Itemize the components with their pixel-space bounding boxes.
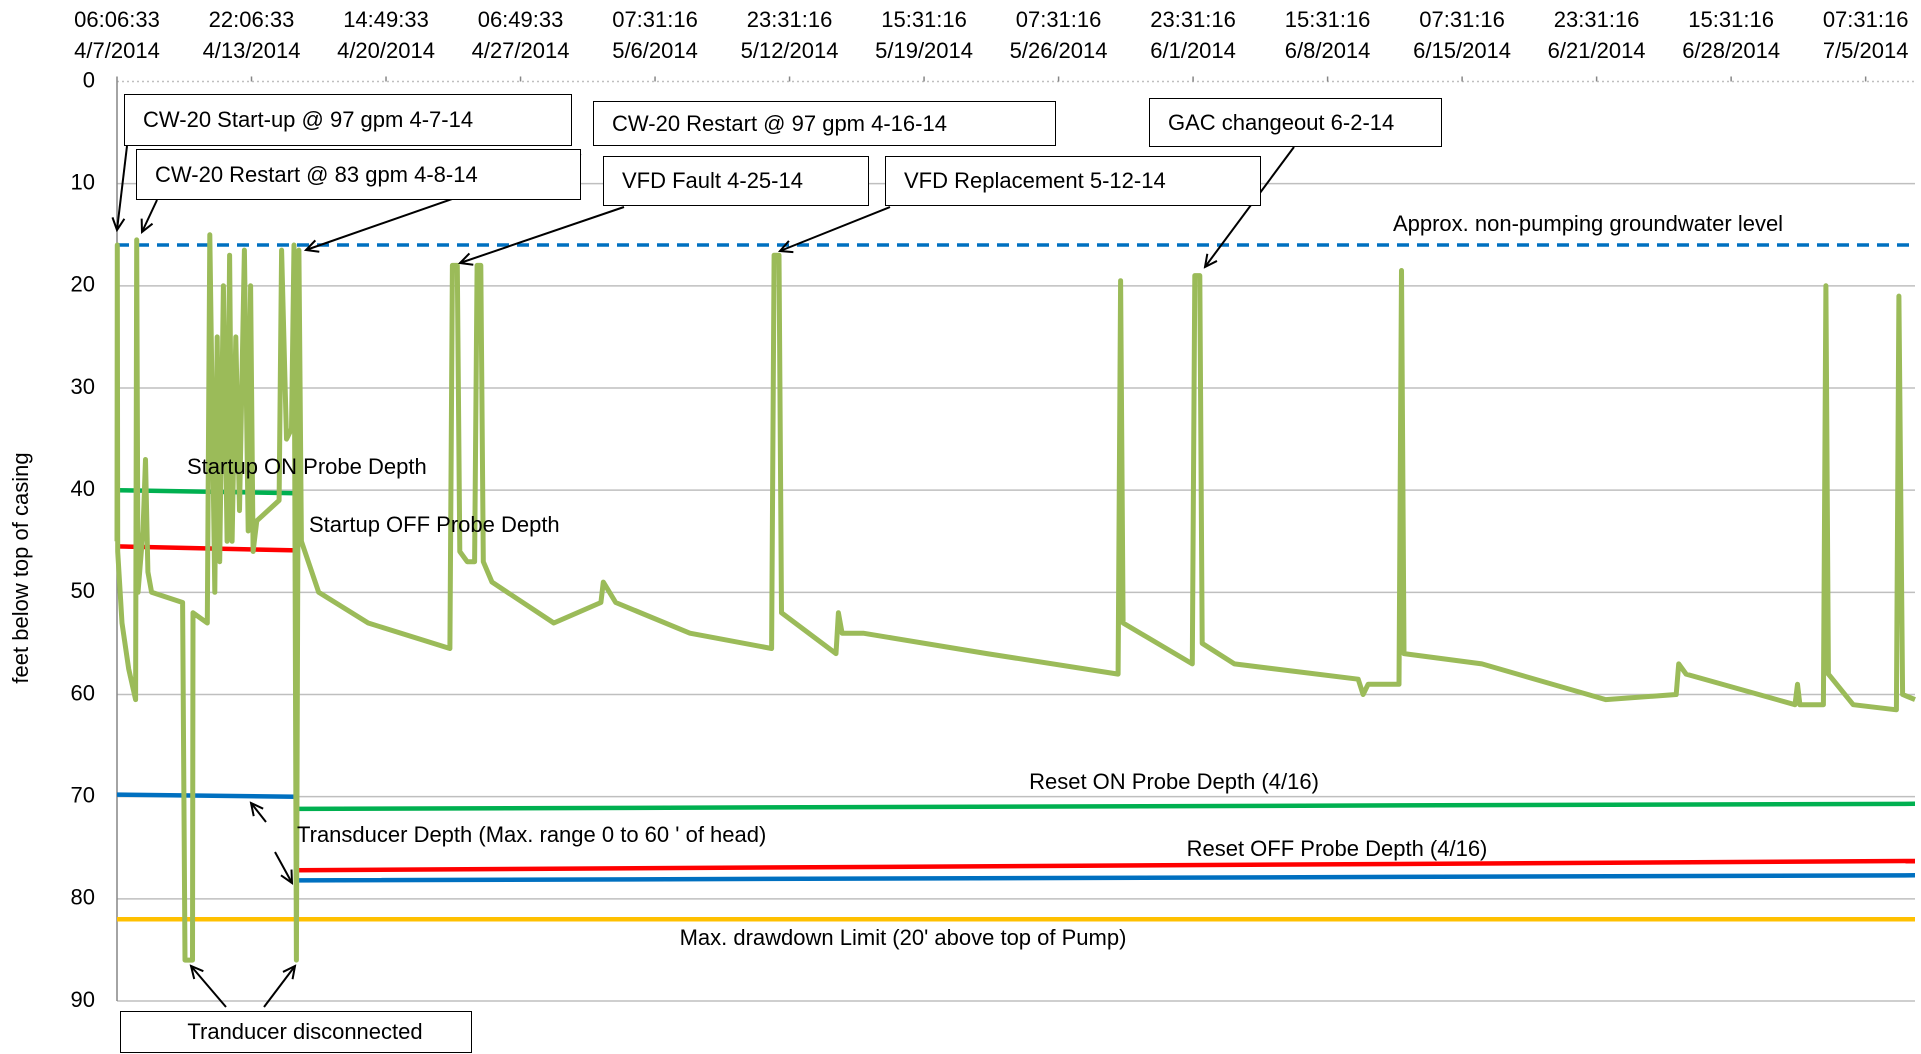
annotation-box: VFD Replacement 5-12-14 bbox=[885, 156, 1261, 206]
arrow bbox=[117, 145, 128, 230]
arrow bbox=[274, 851, 292, 883]
x-tick-label: 06:49:33 4/27/2014 bbox=[471, 7, 570, 63]
arrow bbox=[780, 206, 891, 251]
annotation-box: CW-20 Start-up @ 97 gpm 4-7-14 bbox=[124, 94, 572, 146]
reference-line bbox=[296, 801, 1916, 812]
arrow bbox=[1205, 146, 1295, 267]
y-tick-label: 90 bbox=[71, 987, 95, 1012]
x-tick-label: 23:31:16 5/12/2014 bbox=[740, 7, 839, 63]
x-tick-label: 23:31:16 6/21/2014 bbox=[1547, 7, 1646, 63]
x-tick-label: 22:06:33 4/13/2014 bbox=[202, 7, 301, 63]
reference-label: Approx. non-pumping groundwater level bbox=[1393, 211, 1783, 236]
reference-label: Startup ON Probe Depth bbox=[187, 454, 427, 479]
x-tick-label: 15:31:16 6/8/2014 bbox=[1284, 7, 1371, 63]
annotation-box: GAC changeout 6-2-14 bbox=[1149, 98, 1442, 147]
x-tick-label: 23:31:16 6/1/2014 bbox=[1150, 7, 1236, 63]
y-tick-label: 10 bbox=[71, 169, 95, 194]
x-tick-label: 07:31:16 5/26/2014 bbox=[1009, 7, 1108, 63]
x-tick-label: 07:31:16 6/15/2014 bbox=[1413, 7, 1512, 63]
reference-label: Transducer Depth (Max. range 0 to 60 ' o… bbox=[297, 822, 766, 847]
annotation-box: VFD Fault 4-25-14 bbox=[603, 156, 869, 206]
x-tick-label: 15:31:16 6/28/2014 bbox=[1682, 7, 1781, 63]
y-tick-label: 60 bbox=[71, 680, 95, 705]
arrow bbox=[251, 803, 267, 823]
annotation-box: CW-20 Restart @ 97 gpm 4-16-14 bbox=[593, 101, 1056, 146]
arrow bbox=[460, 206, 625, 263]
x-tick-label: 06:06:33 4/7/2014 bbox=[74, 7, 160, 63]
y-tick-label: 80 bbox=[71, 885, 95, 910]
arrow bbox=[263, 966, 295, 1008]
x-tick-label: 15:31:16 5/19/2014 bbox=[875, 7, 973, 63]
reference-label: Max. drawdown Limit (20' above top of Pu… bbox=[680, 925, 1127, 950]
x-tick-label: 14:49:33 4/20/2014 bbox=[337, 7, 435, 63]
x-tick-label: 07:31:16 7/5/2014 bbox=[1822, 7, 1909, 63]
y-tick-label: 20 bbox=[71, 272, 95, 297]
arrow bbox=[191, 966, 227, 1008]
reference-line bbox=[116, 792, 1916, 883]
reference-label: Startup OFF Probe Depth bbox=[309, 512, 560, 537]
y-tick-label: 40 bbox=[71, 476, 95, 501]
y-tick-label: 70 bbox=[71, 782, 95, 807]
y-axis-label: feet below top of casing bbox=[8, 452, 33, 683]
annotation-box: Tranducer disconnected bbox=[120, 1011, 472, 1053]
arrow bbox=[142, 199, 158, 232]
reference-label: Reset ON Probe Depth (4/16) bbox=[1029, 769, 1319, 794]
reference-line bbox=[296, 858, 1916, 873]
x-tick-label: 07:31:16 5/6/2014 bbox=[612, 7, 698, 63]
data-line bbox=[114, 232, 1916, 963]
annotation-box: CW-20 Restart @ 83 gpm 4-8-14 bbox=[136, 149, 581, 200]
y-tick-label: 0 bbox=[83, 67, 95, 92]
y-tick-label: 30 bbox=[71, 374, 95, 399]
reference-label: Reset OFF Probe Depth (4/16) bbox=[1187, 836, 1488, 861]
y-tick-label: 50 bbox=[71, 578, 95, 603]
